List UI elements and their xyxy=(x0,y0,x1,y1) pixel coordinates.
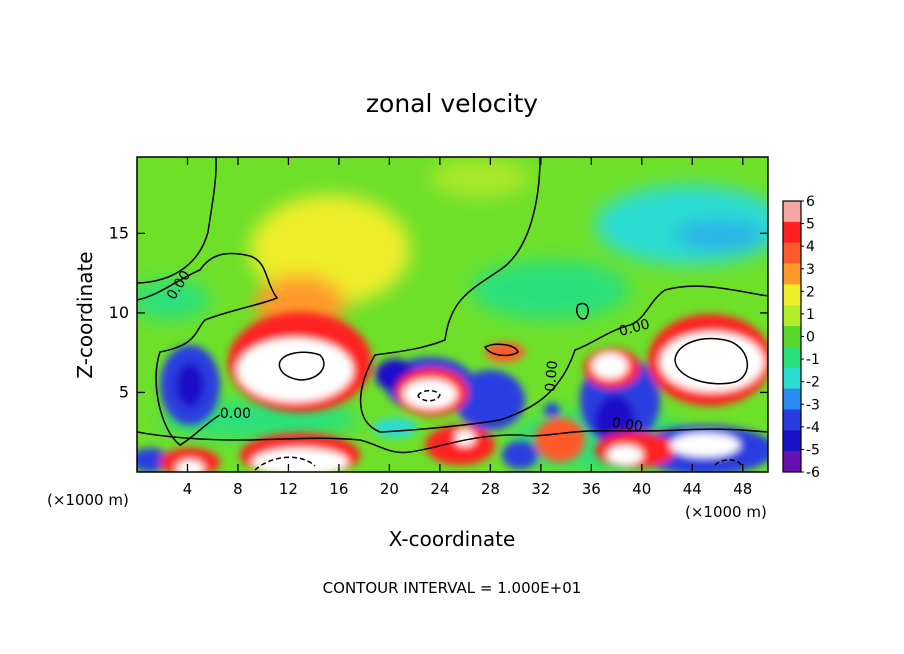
x-tick-label: 36 xyxy=(582,480,601,498)
colorbar-tick-label: -1 xyxy=(806,352,820,368)
x-tick-label: 4 xyxy=(183,480,193,498)
colorbar: 6 5 4 3 2 1 0 -1 -2 -3 -4 -5 -6 xyxy=(782,194,820,481)
x-unit-left: (×1000 m) xyxy=(47,491,129,509)
x-unit-right: (×1000 m) xyxy=(685,503,767,521)
colorbar-tick-label: -2 xyxy=(806,375,820,391)
zero-contour-mid xyxy=(359,157,768,433)
contour-blob-east xyxy=(575,302,590,320)
contour-label: 0.00 xyxy=(220,406,251,422)
y-axis: 5 10 15 xyxy=(109,223,768,401)
colorbar-swatch xyxy=(783,263,801,285)
contour-core-east xyxy=(674,337,749,385)
colorbar-tick-label: -3 xyxy=(806,397,820,413)
contour-labels: 0.000.000.000.000.00 xyxy=(164,268,652,435)
contour-label: 0.00 xyxy=(617,316,651,340)
x-tick-label: 40 xyxy=(632,480,651,498)
x-tick-label: 16 xyxy=(329,480,348,498)
y-axis-label: Z-coordinate xyxy=(73,251,97,378)
zero-contour-mid-west xyxy=(137,252,279,446)
colorbar-tick-label: 1 xyxy=(806,307,815,323)
contour-interval-note: CONTOUR INTERVAL = 1.000E+01 xyxy=(323,579,582,597)
colorbar-tick-label: -5 xyxy=(806,442,820,458)
chart-title: zonal velocity xyxy=(366,89,538,118)
colorbar-swatch xyxy=(783,326,801,348)
colorbar-tick-label: 0 xyxy=(806,330,815,346)
colorbar-swatch xyxy=(783,242,801,265)
colorbar-tick-label: -4 xyxy=(806,420,820,436)
colorbar-swatch xyxy=(783,346,801,369)
x-tick-label: 32 xyxy=(531,480,550,498)
plot-area: 0.000.000.000.000.00 xyxy=(137,157,768,472)
colorbar-tick-label: 6 xyxy=(806,194,815,210)
colorbar-swatch xyxy=(783,284,801,306)
x-axis: 4 8 12 16 20 24 28 32 36 40 44 48 xyxy=(183,157,752,498)
field-cores-layer xyxy=(137,312,768,472)
x-tick-label: 24 xyxy=(430,480,449,498)
contour-blob-mid xyxy=(483,343,519,357)
x-tick-label: 8 xyxy=(233,480,243,498)
x-tick-label: 44 xyxy=(683,480,702,498)
colorbar-swatch xyxy=(783,388,801,410)
contour-label: 0.00 xyxy=(611,415,644,435)
colorbar-tick-label: -6 xyxy=(806,465,820,481)
contour-dashed-center xyxy=(417,389,441,402)
colorbar-tick-label: 4 xyxy=(806,239,815,255)
zero-contour-upper xyxy=(137,157,217,284)
colorbar-tick-label: 3 xyxy=(806,262,815,278)
colorbar-swatch xyxy=(783,430,801,452)
plot-frame xyxy=(136,156,769,473)
colorbar-swatch xyxy=(783,201,801,223)
colorbar-tick-label: 5 xyxy=(806,217,815,233)
contour-label: 0.00 xyxy=(543,360,562,392)
field-smooth-layer xyxy=(137,158,768,470)
x-tick-label: 48 xyxy=(733,480,752,498)
x-axis-label: X-coordinate xyxy=(389,527,516,551)
colorbar-swatch xyxy=(783,409,801,431)
y-tick-label: 15 xyxy=(109,223,129,242)
x-tick-label: 12 xyxy=(279,480,298,498)
colorbar-tick-label: 2 xyxy=(806,284,815,300)
y-tick-label: 5 xyxy=(119,382,129,401)
y-tick-label: 10 xyxy=(109,303,129,322)
x-tick-label: 28 xyxy=(481,480,500,498)
contour-dashed-bottom xyxy=(254,456,316,471)
contour-lines xyxy=(137,157,768,471)
colorbar-swatch xyxy=(783,367,801,390)
colorbar-swatch xyxy=(783,451,801,473)
colorbar-swatch xyxy=(783,305,801,327)
contour-core-west xyxy=(278,351,325,381)
zero-contour-low xyxy=(137,428,768,454)
contour-dashed-east xyxy=(714,459,743,467)
x-tick-label: 20 xyxy=(380,480,399,498)
colorbar-swatch xyxy=(783,221,801,244)
